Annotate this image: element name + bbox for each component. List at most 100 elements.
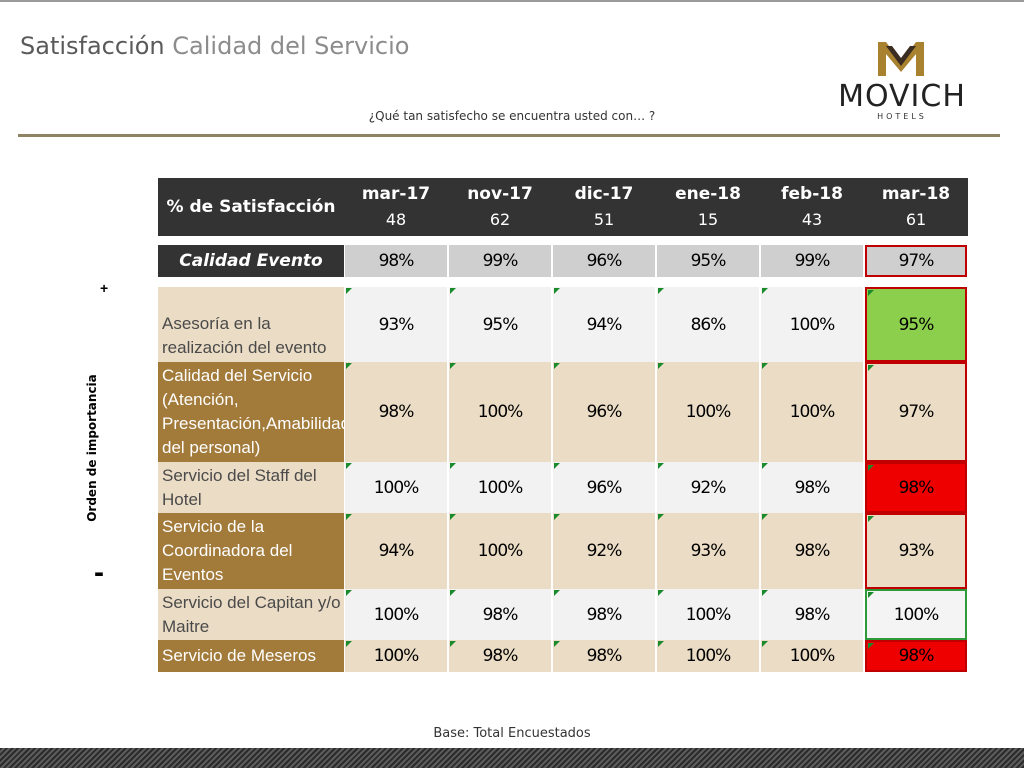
comment-marker-icon bbox=[554, 590, 560, 596]
summary-label-cell: Calidad Evento bbox=[158, 245, 344, 277]
title-part-2: Calidad del Servicio bbox=[172, 32, 410, 60]
summary-value-cell: 95% bbox=[657, 245, 759, 277]
row-value-cell: 100% bbox=[345, 462, 447, 513]
row-label-cell: Servicio del Capitan y/o Maitre bbox=[158, 589, 344, 640]
row-value-cell: 100% bbox=[449, 362, 551, 462]
month-label: mar-18 bbox=[881, 184, 951, 204]
row-value-cell: 98% bbox=[553, 640, 655, 672]
comment-marker-icon bbox=[658, 288, 664, 294]
row-value-cell: 98% bbox=[761, 589, 863, 640]
comment-marker-icon bbox=[450, 288, 456, 294]
sample-size: 62 bbox=[489, 210, 511, 229]
header-month-mar-17: mar-17 48 bbox=[344, 178, 448, 236]
month-label: nov-17 bbox=[467, 184, 533, 204]
logo-tagline: HOTELS bbox=[877, 112, 927, 121]
movich-monogram-icon bbox=[878, 42, 924, 76]
importance-plus: + bbox=[100, 280, 109, 296]
comment-marker-icon bbox=[346, 363, 352, 369]
comment-marker-icon bbox=[762, 463, 768, 469]
base-note: Base: Total Encuestados bbox=[433, 726, 591, 741]
row-value-cell: 98% bbox=[865, 462, 967, 513]
month-label: ene-18 bbox=[675, 184, 741, 204]
header-month-ene-18: ene-18 15 bbox=[656, 178, 760, 236]
comment-marker-icon bbox=[554, 641, 560, 647]
row-value-cell: 100% bbox=[657, 362, 759, 462]
row-value-cell: 100% bbox=[761, 287, 863, 362]
row-label-cell: Calidad del Servicio (Atención, Presenta… bbox=[158, 362, 350, 462]
sample-size: 51 bbox=[593, 210, 615, 229]
bottom-decorative-bar bbox=[0, 748, 1024, 768]
movich-logo: MOVICH HOTELS bbox=[838, 42, 965, 121]
row-value-cell: 93% bbox=[657, 513, 759, 589]
row-value-cell: 98% bbox=[449, 640, 551, 672]
importance-axis-label: Orden de importancia bbox=[85, 374, 99, 522]
comment-marker-icon bbox=[868, 516, 874, 522]
comment-marker-icon bbox=[450, 641, 456, 647]
sample-size: 61 bbox=[905, 210, 927, 229]
row-value-cell: 94% bbox=[553, 287, 655, 362]
summary-value-cell: 99% bbox=[761, 245, 863, 277]
row-label-text: Servicio del Staff del Hotel bbox=[162, 465, 317, 509]
row-value-cell: 100% bbox=[657, 640, 759, 672]
comment-marker-icon bbox=[554, 288, 560, 294]
row-value-cell: 93% bbox=[865, 513, 967, 589]
comment-marker-icon bbox=[762, 363, 768, 369]
header-month-dic-17: dic-17 51 bbox=[552, 178, 656, 236]
comment-marker-icon bbox=[346, 288, 352, 294]
row-value-cell: 96% bbox=[553, 362, 655, 462]
row-value-cell: 92% bbox=[553, 513, 655, 589]
comment-marker-icon bbox=[450, 590, 456, 596]
sample-size: 43 bbox=[801, 210, 823, 229]
comment-marker-icon bbox=[554, 363, 560, 369]
row-label-cell: Servicio del Staff del Hotel bbox=[158, 462, 344, 513]
comment-marker-icon bbox=[762, 288, 768, 294]
comment-marker-icon bbox=[658, 514, 664, 520]
row-label-cell: Servicio de Meseros bbox=[158, 640, 344, 672]
comment-marker-icon bbox=[868, 290, 874, 296]
comment-marker-icon bbox=[658, 590, 664, 596]
row-value-cell: 98% bbox=[553, 589, 655, 640]
summary-value-cell: 96% bbox=[553, 245, 655, 277]
comment-marker-icon bbox=[346, 463, 352, 469]
row-value-cell: 100% bbox=[345, 589, 447, 640]
summary-value-cell: 99% bbox=[449, 245, 551, 277]
question-subtitle: ¿Qué tan satisfecho se encuentra usted c… bbox=[368, 109, 656, 123]
row-value-cell: 100% bbox=[761, 640, 863, 672]
row-value-cell: 92% bbox=[657, 462, 759, 513]
comment-marker-icon bbox=[868, 365, 874, 371]
row-value-cell: 95% bbox=[865, 287, 967, 362]
importance-minus: - bbox=[94, 556, 104, 589]
comment-marker-icon bbox=[450, 463, 456, 469]
comment-marker-icon bbox=[658, 641, 664, 647]
sample-size: 15 bbox=[697, 210, 719, 229]
header-month-mar-18: mar-18 61 bbox=[864, 178, 968, 236]
row-value-cell: 98% bbox=[761, 513, 863, 589]
header-label-cell: % de Satisfacción bbox=[158, 178, 344, 236]
row-value-cell: 94% bbox=[345, 513, 447, 589]
row-value-cell: 98% bbox=[345, 362, 447, 462]
row-label-cell: Asesoría en la realización del evento bbox=[158, 287, 344, 362]
comment-marker-icon bbox=[554, 463, 560, 469]
row-label-text: Servicio de Meseros bbox=[162, 646, 317, 665]
row-value-cell: 100% bbox=[449, 513, 551, 589]
comment-marker-icon bbox=[346, 590, 352, 596]
row-value-cell: 100% bbox=[761, 362, 863, 462]
sample-size: 48 bbox=[385, 210, 407, 229]
title-part-1: Satisfacción bbox=[20, 32, 165, 60]
row-value-cell: 100% bbox=[345, 640, 447, 672]
row-value-cell: 100% bbox=[449, 462, 551, 513]
row-value-cell: 98% bbox=[865, 640, 967, 672]
row-label-text: Servicio del Capitan y/o Maitre bbox=[162, 592, 341, 636]
comment-marker-icon bbox=[762, 514, 768, 520]
row-value-cell: 97% bbox=[865, 362, 967, 462]
comment-marker-icon bbox=[346, 641, 352, 647]
summary-value-cell: 98% bbox=[345, 245, 447, 277]
comment-marker-icon bbox=[762, 590, 768, 596]
month-label: dic-17 bbox=[574, 184, 634, 204]
comment-marker-icon bbox=[868, 643, 874, 649]
row-value-cell: 86% bbox=[657, 287, 759, 362]
header-month-feb-18: feb-18 43 bbox=[760, 178, 864, 236]
comment-marker-icon bbox=[868, 592, 874, 598]
header-month-nov-17: nov-17 62 bbox=[448, 178, 552, 236]
row-label-text: Calidad del Servicio (Atención, Presenta… bbox=[162, 366, 351, 457]
